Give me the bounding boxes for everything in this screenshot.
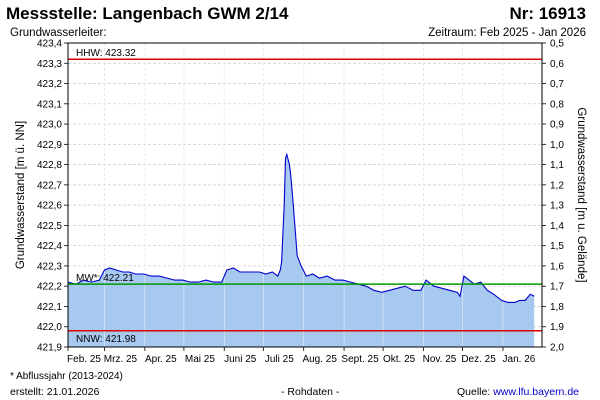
y-tick-label-right: 0,9 [550, 120, 564, 131]
source-link[interactable]: www.lfu.bayern.de [493, 386, 579, 398]
y-tick-label-right: 1,6 [550, 261, 564, 272]
y-tick-label-left: 422,7 [37, 180, 62, 191]
y-tick-label-right: 1,8 [550, 302, 564, 313]
aquifer-label: Grundwasserleiter: [10, 27, 107, 39]
x-tick-label: Sept. 25 [341, 354, 379, 365]
created-date: erstellt: 21.01.2026 [10, 386, 100, 398]
page-title: Messstelle: Langenbach GWM 2/14 [6, 4, 289, 23]
y-tick-label-left: 422,1 [37, 302, 62, 313]
y-tick-label-left: 422,9 [37, 140, 62, 151]
footnote: * Abflussjahr (2013-2024) [10, 371, 123, 382]
y-tick-label-left: 422,6 [37, 201, 62, 212]
source-label: Quelle: [457, 386, 491, 398]
y-tick-label-right: 1,2 [550, 180, 564, 191]
source: Quelle: www.lfu.bayern.de [457, 386, 579, 398]
y-tick-label-right: 1,4 [550, 221, 564, 232]
y-axis-title-left: Grundwasserstand [m ü. NN] [15, 121, 27, 269]
x-tick-label: Jan. 26 [503, 354, 536, 365]
x-tick-label: Feb. 25 [67, 354, 101, 365]
y-tick-label-left: 422,3 [37, 261, 62, 272]
y-tick-label-left: 422,8 [37, 160, 62, 171]
x-tick-label: Juli 25 [265, 354, 294, 365]
y-tick-label-left: 422,2 [37, 282, 62, 293]
reference-label-hhw: HHW: 423.32 [76, 48, 136, 59]
y-tick-label-left: 423,2 [37, 79, 62, 90]
y-tick-label-right: 1,0 [550, 140, 564, 151]
y-tick-label-left: 423,0 [37, 120, 62, 131]
y-tick-label-right: 2,0 [550, 343, 564, 354]
y-tick-label-right: 1,5 [550, 241, 564, 252]
y-tick-label-right: 1,9 [550, 322, 564, 333]
series-line [67, 152, 535, 303]
x-tick-label: Juni 25 [224, 354, 257, 365]
y-tick-label-right: 1,7 [550, 282, 564, 293]
y-tick-label-right: 0,8 [550, 99, 564, 110]
y-tick-label-left: 423,4 [37, 39, 62, 50]
x-tick-label: Aug. 25 [302, 354, 337, 365]
series-area [68, 154, 535, 347]
y-tick-label-right: 0,6 [550, 59, 564, 70]
x-tick-label: Dez. 25 [461, 354, 496, 365]
x-tick-label: Nov. 25 [423, 354, 457, 365]
y-tick-label-right: 1,3 [550, 201, 564, 212]
x-tick-label: Okt. 25 [383, 354, 416, 365]
raw-data-label: - Rohdaten - [281, 386, 340, 398]
plot-frame [67, 42, 543, 348]
period-label: Zeitraum: Feb 2025 - Jan 2026 [428, 27, 586, 39]
reference-label-mw: MW*: 422.21 [76, 273, 134, 284]
y-tick-label-left: 422,4 [37, 241, 62, 252]
y-tick-label-left: 422,0 [37, 322, 62, 333]
y-tick-label-right: 1,1 [550, 160, 564, 171]
y-tick-label-left: 423,1 [37, 99, 62, 110]
y-tick-label-right: 0,5 [550, 39, 564, 50]
y-tick-label-left: 422,5 [37, 221, 62, 232]
y-tick-label-left: 423,3 [37, 59, 62, 70]
x-tick-label: Mai 25 [185, 354, 215, 365]
x-tick-label: Mrz. 25 [104, 354, 138, 365]
y-tick-label-left: 421,9 [37, 343, 62, 354]
station-number: Nr: 16913 [509, 4, 586, 23]
y-tick-label-right: 0,7 [550, 79, 564, 90]
x-tick-label: Apr. 25 [145, 354, 177, 365]
reference-label-nnw: NNW: 421.98 [76, 334, 136, 345]
y-axis-title-right: Grundwasserstand [m u. Gelände] [575, 107, 587, 282]
